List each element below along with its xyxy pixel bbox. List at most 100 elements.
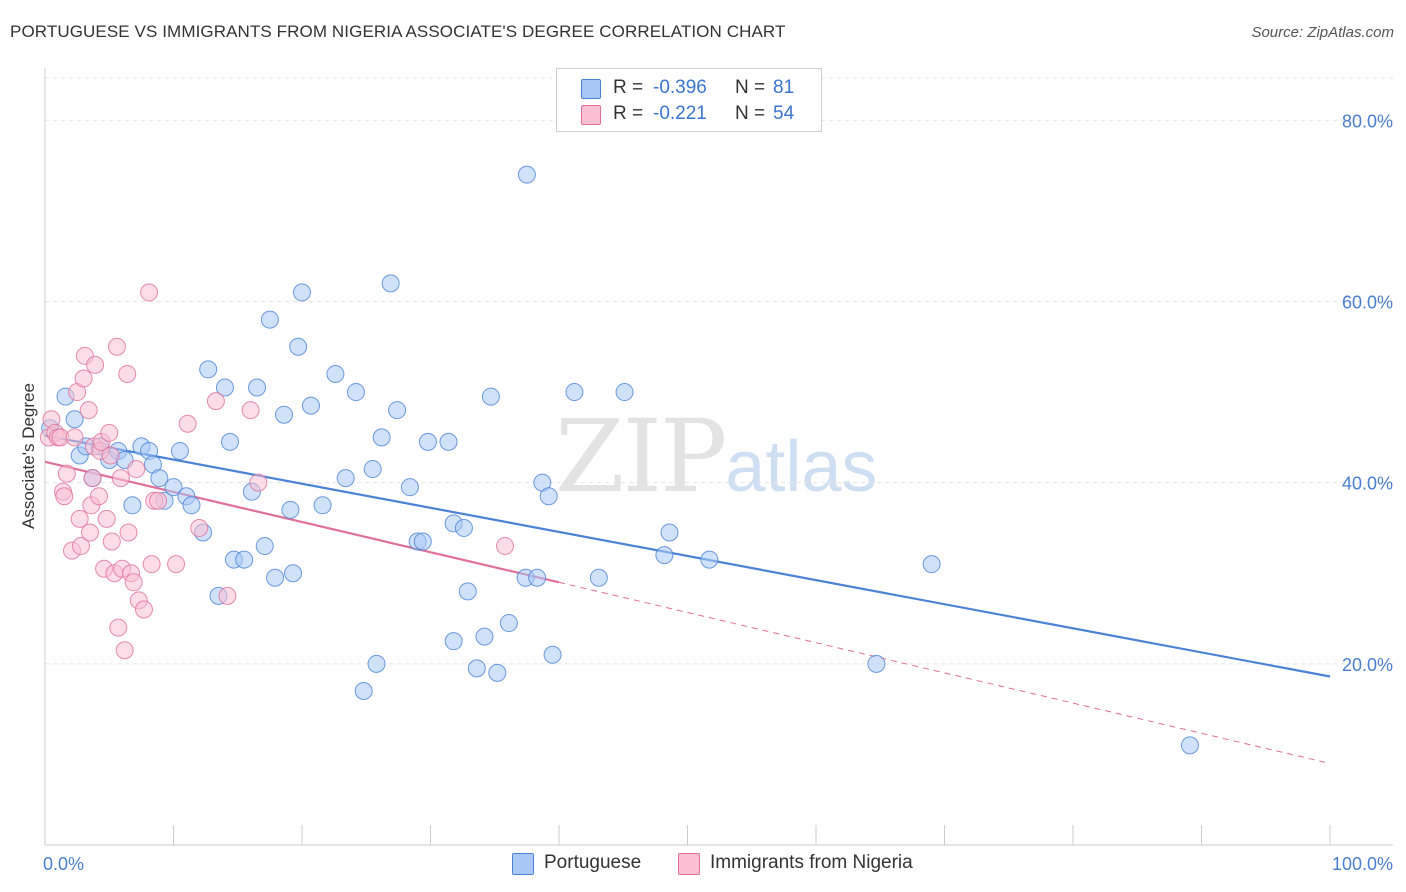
x-tick-label: 100.0% xyxy=(1332,854,1393,874)
data-point xyxy=(388,401,407,420)
data-point xyxy=(260,310,279,329)
data-point xyxy=(119,523,138,542)
data-point xyxy=(80,523,99,542)
data-point xyxy=(140,283,159,302)
data-point xyxy=(615,383,634,402)
data-point xyxy=(206,392,225,411)
data-point xyxy=(167,555,186,574)
series-1-points xyxy=(39,283,515,660)
legend-swatch-portuguese xyxy=(581,79,601,99)
bottom-legend-swatch xyxy=(678,853,700,875)
data-point xyxy=(517,165,536,184)
data-point xyxy=(134,600,153,619)
axes xyxy=(44,68,1393,846)
trend-line-extension-series-1 xyxy=(558,581,1331,764)
data-point xyxy=(922,555,941,574)
data-point xyxy=(178,414,197,433)
data-point xyxy=(1180,736,1199,755)
data-point xyxy=(235,550,254,569)
data-point xyxy=(565,383,584,402)
data-point xyxy=(475,627,494,646)
series-0-points xyxy=(41,165,1199,755)
data-point xyxy=(241,401,260,420)
data-point xyxy=(89,487,108,506)
y-tick-label: 60.0% xyxy=(1342,292,1393,312)
data-point xyxy=(289,337,308,356)
data-point xyxy=(255,537,274,556)
y-tick-label: 20.0% xyxy=(1342,655,1393,675)
data-point xyxy=(354,682,373,700)
data-point xyxy=(70,509,89,528)
legend-r-label: R = xyxy=(613,77,644,98)
data-point xyxy=(109,618,128,637)
data-point xyxy=(363,460,382,479)
data-point xyxy=(528,568,547,587)
data-point xyxy=(400,478,419,497)
source-label: Source: ZipAtlas.com xyxy=(1251,24,1394,41)
data-point xyxy=(481,387,500,406)
data-point xyxy=(488,663,507,682)
data-point xyxy=(372,428,391,447)
legend-n-label: N = xyxy=(735,77,766,98)
data-point xyxy=(102,532,121,551)
data-point xyxy=(439,432,458,451)
data-point xyxy=(107,337,126,356)
data-point xyxy=(454,518,473,537)
data-point xyxy=(266,568,285,587)
data-point xyxy=(118,364,137,383)
trend-line-series-1 xyxy=(44,460,560,584)
x-tick-label: 0.0% xyxy=(43,854,84,874)
data-point xyxy=(218,586,237,605)
legend-n-value: 54 xyxy=(773,103,795,124)
data-point xyxy=(418,432,437,451)
watermark-zip: ZIP xyxy=(555,398,727,515)
data-point xyxy=(413,532,432,551)
data-point xyxy=(867,654,886,673)
data-point xyxy=(123,496,142,515)
data-point xyxy=(499,614,518,633)
data-point xyxy=(142,555,161,574)
data-point xyxy=(115,641,134,660)
data-point xyxy=(281,500,300,519)
data-point xyxy=(127,460,146,479)
bottom-legend-label: Immigrants from Nigeria xyxy=(710,852,913,873)
data-point xyxy=(458,582,477,601)
tick-labels: 20.0% 40.0% 60.0% 80.0% 0.0% 100.0% xyxy=(43,111,1393,874)
legend-n-label: N = xyxy=(735,103,766,124)
data-point xyxy=(164,478,183,497)
data-point xyxy=(326,364,345,383)
data-points xyxy=(39,165,1199,755)
data-point xyxy=(124,573,143,592)
data-point xyxy=(367,654,386,673)
data-point xyxy=(700,550,719,569)
data-point xyxy=(336,469,355,488)
legend-r-value: -0.221 xyxy=(653,103,707,124)
y-axis-label: Associate's Degree xyxy=(19,383,38,529)
data-point xyxy=(249,473,268,492)
data-point xyxy=(57,464,76,483)
data-point xyxy=(79,401,98,420)
gridlines xyxy=(45,77,1393,665)
data-point xyxy=(182,496,201,515)
data-point xyxy=(543,645,562,664)
correlation-legend: R = -0.396 N = 81 R = -0.221 N = 54 xyxy=(556,68,822,132)
data-point xyxy=(284,564,303,583)
data-point xyxy=(71,537,90,556)
data-point xyxy=(346,383,365,402)
watermark-atlas: atlas xyxy=(725,427,878,507)
data-point xyxy=(221,432,240,451)
data-point xyxy=(83,469,102,488)
data-point xyxy=(55,487,74,506)
y-tick-label: 80.0% xyxy=(1342,111,1393,131)
data-point xyxy=(381,274,400,293)
data-point xyxy=(467,659,486,678)
data-point xyxy=(301,396,320,415)
data-point xyxy=(149,491,168,510)
data-point xyxy=(170,441,189,460)
data-point xyxy=(199,360,218,379)
data-point xyxy=(101,446,120,465)
data-point xyxy=(111,469,130,488)
data-point xyxy=(313,496,332,515)
data-point xyxy=(539,487,558,506)
